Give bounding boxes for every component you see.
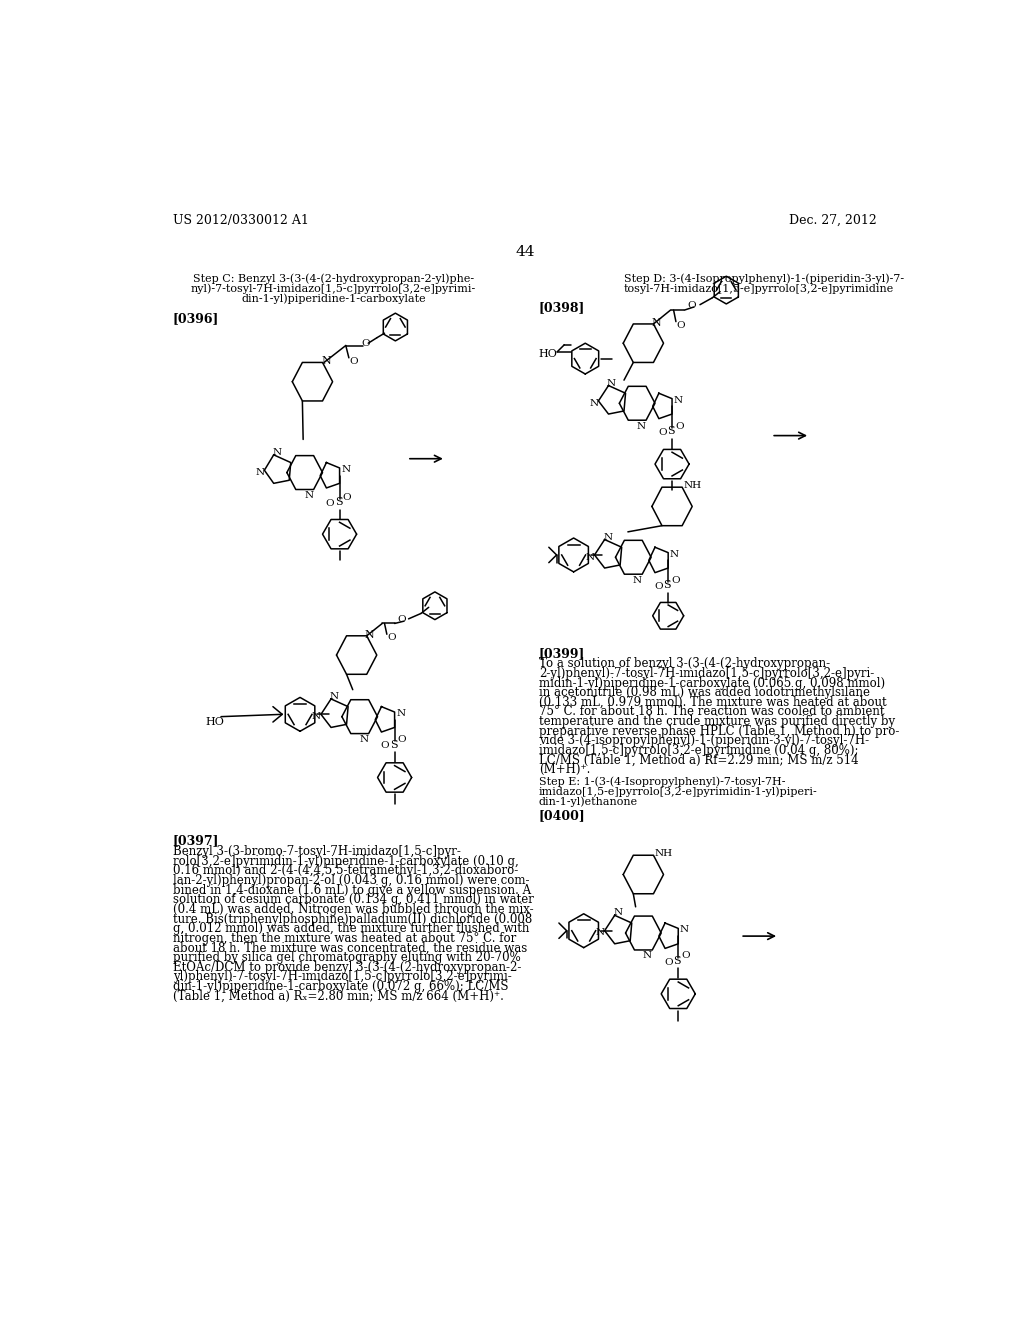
Text: N: N: [255, 469, 264, 477]
Text: To a solution of benzyl 3-(3-(4-(2-hydroxypropan-: To a solution of benzyl 3-(3-(4-(2-hydro…: [539, 657, 829, 671]
Text: O: O: [677, 321, 685, 330]
Text: O: O: [361, 339, 370, 348]
Text: N: N: [341, 465, 350, 474]
Text: Dec. 27, 2012: Dec. 27, 2012: [788, 214, 877, 227]
Text: N: N: [304, 491, 313, 500]
Text: Step C: Benzyl 3-(3-(4-(2-hydroxypropan-2-yl)phe-: Step C: Benzyl 3-(3-(4-(2-hydroxypropan-…: [193, 275, 474, 285]
Text: (Table 1, Method a) Rₓ=2.80 min; MS m/z 664 (M+H)⁺.: (Table 1, Method a) Rₓ=2.80 min; MS m/z …: [173, 990, 504, 1003]
Text: N: N: [595, 928, 604, 937]
Text: midin-1-yl)piperidine-1-carboxylate (0.065 g, 0.098 mmol): midin-1-yl)piperidine-1-carboxylate (0.0…: [539, 677, 885, 689]
Text: N: N: [674, 396, 683, 404]
Text: 44: 44: [515, 244, 535, 259]
Text: yl)phenyl)-7-tosyl-7H-imidazo[1,5-c]pyrrolo[3,2-e]pyrimi-: yl)phenyl)-7-tosyl-7H-imidazo[1,5-c]pyrr…: [173, 970, 512, 983]
Text: purified by silica gel chromatography eluting with 20-70%: purified by silica gel chromatography el…: [173, 952, 520, 964]
Text: N: N: [396, 709, 406, 718]
Text: in acetonitrile (0.98 mL) was added iodotrimethylsilane: in acetonitrile (0.98 mL) was added iodo…: [539, 686, 869, 700]
Text: N: N: [613, 908, 623, 917]
Text: [0397]: [0397]: [173, 834, 219, 847]
Text: 2-yl)phenyl)-7-tosyl-7H-imidazo[1,5-c]pyrrolo[3,2-e]pyri-: 2-yl)phenyl)-7-tosyl-7H-imidazo[1,5-c]py…: [539, 667, 874, 680]
Text: N: N: [651, 318, 660, 327]
Text: N: N: [365, 630, 374, 640]
Text: S: S: [664, 581, 671, 590]
Text: 75° C. for about 18 h. The reaction was cooled to ambient: 75° C. for about 18 h. The reaction was …: [539, 705, 885, 718]
Text: imidazo[1,5-c]pyrrolo[3,2-e]pyrimidine (0.04 g, 80%);: imidazo[1,5-c]pyrrolo[3,2-e]pyrimidine (…: [539, 744, 858, 756]
Text: O: O: [349, 358, 358, 366]
Text: O: O: [397, 615, 407, 624]
Text: N: N: [607, 379, 616, 388]
Text: N: N: [322, 356, 332, 366]
Text: N: N: [670, 549, 679, 558]
Text: rolo[3,2-e]pyrimidin-1-yl)piperidine-1-carboxylate (0.10 g,: rolo[3,2-e]pyrimidin-1-yl)piperidine-1-c…: [173, 855, 519, 867]
Text: solution of cesium carbonate (0.134 g, 0.411 mmol) in water: solution of cesium carbonate (0.134 g, 0…: [173, 894, 534, 907]
Text: preparative reverse phase HPLC (Table 1, Method h) to pro-: preparative reverse phase HPLC (Table 1,…: [539, 725, 899, 738]
Text: O: O: [675, 422, 684, 430]
Text: N: N: [603, 533, 612, 541]
Text: O: O: [397, 735, 407, 744]
Text: 0.16 mmol) and 2-(4-(4,4,5,5-tetramethyl-1,3,2-dioxaboro-: 0.16 mmol) and 2-(4-(4,4,5,5-tetramethyl…: [173, 865, 518, 878]
Text: ture. Bis(triphenylphosphine)palladium(II) dichloride (0.008: ture. Bis(triphenylphosphine)palladium(I…: [173, 912, 532, 925]
Text: g, 0.012 mmol) was added, the mixture further flushed with: g, 0.012 mmol) was added, the mixture fu…: [173, 923, 529, 936]
Text: N: N: [311, 711, 321, 721]
Text: bined in 1,4-dioxane (1.6 mL) to give a yellow suspension. A: bined in 1,4-dioxane (1.6 mL) to give a …: [173, 884, 531, 896]
Text: Step E: 1-(3-(4-Isopropylphenyl)-7-tosyl-7H-: Step E: 1-(3-(4-Isopropylphenyl)-7-tosyl…: [539, 776, 785, 787]
Text: O: O: [388, 634, 396, 643]
Text: din-1-yl)ethanone: din-1-yl)ethanone: [539, 796, 638, 807]
Text: O: O: [343, 492, 351, 502]
Text: (M+H)⁺.: (M+H)⁺.: [539, 763, 590, 776]
Text: O: O: [658, 428, 667, 437]
Text: O: O: [326, 499, 334, 508]
Text: O: O: [381, 742, 389, 750]
Text: N: N: [359, 735, 369, 744]
Text: temperature and the crude mixture was purified directly by: temperature and the crude mixture was pu…: [539, 715, 895, 729]
Text: N: N: [643, 952, 652, 961]
Text: lan-2-yl)phenyl)propan-2-ol (0.043 g, 0.16 mmol) were com-: lan-2-yl)phenyl)propan-2-ol (0.043 g, 0.…: [173, 874, 529, 887]
Text: nitrogen, then the mixture was heated at about 75° C. for: nitrogen, then the mixture was heated at…: [173, 932, 516, 945]
Text: N: N: [586, 553, 594, 561]
Text: LC/MS (Table 1, Method a) Rf=2.29 min; MS m/z 514: LC/MS (Table 1, Method a) Rf=2.29 min; M…: [539, 754, 858, 767]
Text: vide 3-(4-isopropylphenyl)-1-(piperidin-3-yl)-7-tosyl-7H-: vide 3-(4-isopropylphenyl)-1-(piperidin-…: [539, 734, 869, 747]
Text: N: N: [633, 576, 642, 585]
Text: O: O: [672, 576, 680, 585]
Text: O: O: [681, 952, 690, 961]
Text: S: S: [668, 426, 675, 437]
Text: [0396]: [0396]: [173, 313, 219, 326]
Text: (0.133 mL, 0.979 mmol). The mixture was heated at about: (0.133 mL, 0.979 mmol). The mixture was …: [539, 696, 887, 709]
Text: [0399]: [0399]: [539, 647, 585, 660]
Text: Benzyl 3-(3-bromo-7-tosyl-7H-imidazo[1,5-c]pyr-: Benzyl 3-(3-bromo-7-tosyl-7H-imidazo[1,5…: [173, 845, 461, 858]
Text: Step D: 3-(4-Isopropylphenyl)-1-(piperidin-3-yl)-7-: Step D: 3-(4-Isopropylphenyl)-1-(piperid…: [624, 275, 904, 285]
Text: [0400]: [0400]: [539, 809, 586, 822]
Text: N: N: [330, 692, 339, 701]
Text: din-1-yl)piperidine-1-carboxylate (0.072 g, 66%); LC/MS: din-1-yl)piperidine-1-carboxylate (0.072…: [173, 979, 509, 993]
Text: O: O: [665, 958, 673, 966]
Text: NH: NH: [684, 480, 701, 490]
Text: (0.4 mL) was added. Nitrogen was bubbled through the mix-: (0.4 mL) was added. Nitrogen was bubbled…: [173, 903, 534, 916]
Text: NH: NH: [655, 849, 673, 858]
Text: S: S: [335, 498, 343, 507]
Text: O: O: [654, 582, 663, 591]
Text: N: N: [680, 925, 689, 935]
Text: S: S: [390, 739, 397, 750]
Text: S: S: [674, 956, 681, 966]
Text: HO: HO: [206, 717, 224, 726]
Text: HO: HO: [539, 350, 558, 359]
Text: nyl)-7-tosyl-7H-imidazo[1,5-c]pyrrolo[3,2-e]pyrimi-: nyl)-7-tosyl-7H-imidazo[1,5-c]pyrrolo[3,…: [190, 284, 476, 294]
Text: [0398]: [0398]: [539, 301, 585, 314]
Text: N: N: [589, 399, 598, 408]
Text: din-1-yl)piperidine-1-carboxylate: din-1-yl)piperidine-1-carboxylate: [241, 294, 426, 305]
Text: imidazo[1,5-e]pyrrolo[3,2-e]pyrimidin-1-yl)piperi-: imidazo[1,5-e]pyrrolo[3,2-e]pyrimidin-1-…: [539, 785, 817, 796]
Text: EtOAc/DCM to provide benzyl 3-(3-(4-(2-hydroxypropan-2-: EtOAc/DCM to provide benzyl 3-(3-(4-(2-h…: [173, 961, 521, 974]
Text: about 18 h. The mixture was concentrated, the residue was: about 18 h. The mixture was concentrated…: [173, 941, 527, 954]
Text: US 2012/0330012 A1: US 2012/0330012 A1: [173, 214, 309, 227]
Text: tosyl-7H-imidazo[1,5-e]pyrrolo[3,2-e]pyrimidine: tosyl-7H-imidazo[1,5-e]pyrrolo[3,2-e]pyr…: [624, 284, 894, 294]
Text: N: N: [272, 447, 282, 457]
Text: N: N: [637, 422, 646, 430]
Text: O: O: [687, 301, 696, 310]
